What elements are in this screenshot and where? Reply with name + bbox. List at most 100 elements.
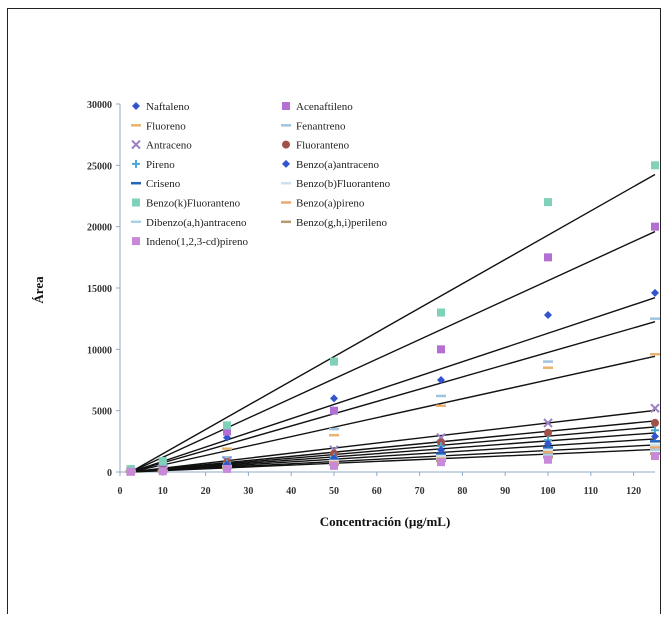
data-point xyxy=(437,445,445,454)
data-point xyxy=(131,139,141,150)
data-point xyxy=(651,161,659,170)
fit-line xyxy=(130,355,656,473)
legend-label: Acenaftileno xyxy=(296,101,353,113)
fit-line xyxy=(130,426,656,473)
legend-label: Fluoreno xyxy=(146,120,186,132)
legend-label: Indeno(1,2,3-cd)pireno xyxy=(146,236,249,248)
fit-line xyxy=(130,297,656,473)
legend-label: Fluoranteno xyxy=(296,140,350,152)
data-point xyxy=(132,159,140,168)
data-point xyxy=(651,288,659,297)
legend-label: Benzo(a)antraceno xyxy=(296,159,380,171)
data-point xyxy=(223,427,231,436)
legend-entry: Acenaftileno xyxy=(282,101,353,113)
x-tick-label: 110 xyxy=(584,486,598,497)
legend-entry: Benzo(k)Fluoranteno xyxy=(132,198,241,210)
data-point xyxy=(543,418,553,428)
x-tick-label: 10 xyxy=(158,486,168,497)
x-tick-label: 70 xyxy=(415,486,425,497)
x-tick-label: 100 xyxy=(541,486,556,497)
data-point xyxy=(223,464,231,473)
y-tick-label: 20000 xyxy=(87,223,112,234)
series-points xyxy=(126,222,659,474)
data-point xyxy=(544,198,552,207)
data-point xyxy=(223,433,231,442)
data-point xyxy=(651,432,659,441)
x-tick-label: 0 xyxy=(118,486,123,497)
legend-label: Fenantreno xyxy=(296,120,346,132)
data-point xyxy=(437,345,445,354)
data-point xyxy=(330,461,338,470)
legend-label: Criseno xyxy=(146,178,181,190)
legend-label: Antraceno xyxy=(146,140,192,152)
x-tick-label: 60 xyxy=(372,486,382,497)
legend-entry: Benzo(g,h,i)perileno xyxy=(281,217,388,229)
legend-label: Benzo(k)Fluoranteno xyxy=(146,198,241,210)
data-point xyxy=(651,452,659,461)
legend-label: Benzo(b)Fluoranteno xyxy=(296,178,391,190)
x-tick-label: 90 xyxy=(500,486,510,497)
fit-line xyxy=(130,432,656,473)
fit-line xyxy=(130,321,656,473)
fit-line xyxy=(130,173,656,473)
legend-entry: Antraceno xyxy=(131,139,192,152)
data-point xyxy=(158,467,167,476)
legend-entry: Benzo(b)Fluoranteno xyxy=(281,178,391,190)
legend-label: Dibenzo(a,h)antraceno xyxy=(146,217,247,229)
data-point xyxy=(651,418,659,427)
legend-entry: Benzo(a)pireno xyxy=(281,198,365,210)
legend-label: Naftaleno xyxy=(146,101,190,113)
data-point xyxy=(132,198,140,207)
x-axis-label: Concentración (µg/mL) xyxy=(320,514,451,529)
data-point xyxy=(544,439,552,448)
x-tick-label: 40 xyxy=(286,486,296,497)
data-point xyxy=(544,310,552,319)
fit-line xyxy=(130,230,656,473)
legend-entry: Dibenzo(a,h)antraceno xyxy=(131,217,247,229)
y-tick-label: 10000 xyxy=(87,345,112,356)
data-point xyxy=(330,406,338,415)
data-point xyxy=(158,456,167,465)
data-point xyxy=(544,455,552,464)
legend-entry: Fluoreno xyxy=(131,120,186,132)
legend-label: Benzo(g,h,i)perileno xyxy=(296,217,388,229)
y-tick-label: 30000 xyxy=(87,100,112,111)
y-tick-label: 15000 xyxy=(87,284,112,295)
data-point xyxy=(126,467,135,476)
x-tick-label: 20 xyxy=(201,486,211,497)
legend-entry: Fenantreno xyxy=(281,120,346,132)
data-point xyxy=(282,102,290,110)
data-point xyxy=(132,237,140,246)
legend-label: Benzo(a)pireno xyxy=(296,198,365,210)
legend-entry: Fluoranteno xyxy=(282,140,350,152)
legend-label: Pireno xyxy=(146,159,175,171)
x-tick-label: 50 xyxy=(329,486,339,497)
data-point xyxy=(437,308,445,317)
y-tick-label: 5000 xyxy=(92,407,112,418)
figure-frame xyxy=(7,8,661,614)
legend-entry: Pireno xyxy=(132,159,175,171)
x-tick-label: 120 xyxy=(626,486,641,497)
data-point xyxy=(437,458,445,467)
data-point xyxy=(544,428,552,437)
legend-entry: Naftaleno xyxy=(132,101,190,113)
legend-entry: Criseno xyxy=(131,178,181,190)
legend-entry: Benzo(a)antraceno xyxy=(282,159,380,171)
fit-line xyxy=(130,438,656,473)
data-point xyxy=(223,421,231,430)
y-axis-label: Área xyxy=(31,276,46,304)
data-point xyxy=(544,253,552,262)
fit-line xyxy=(130,409,656,473)
fit-line xyxy=(130,420,656,473)
fit-line xyxy=(130,448,656,473)
data-point xyxy=(330,357,338,366)
legend-entry: Indeno(1,2,3-cd)pireno xyxy=(132,236,249,248)
y-tick-label: 0 xyxy=(107,468,112,479)
x-tick-label: 30 xyxy=(243,486,253,497)
data-point xyxy=(282,159,290,168)
data-point xyxy=(651,222,659,231)
data-point xyxy=(437,376,445,384)
y-tick-label: 25000 xyxy=(87,161,112,172)
data-point xyxy=(282,140,290,149)
